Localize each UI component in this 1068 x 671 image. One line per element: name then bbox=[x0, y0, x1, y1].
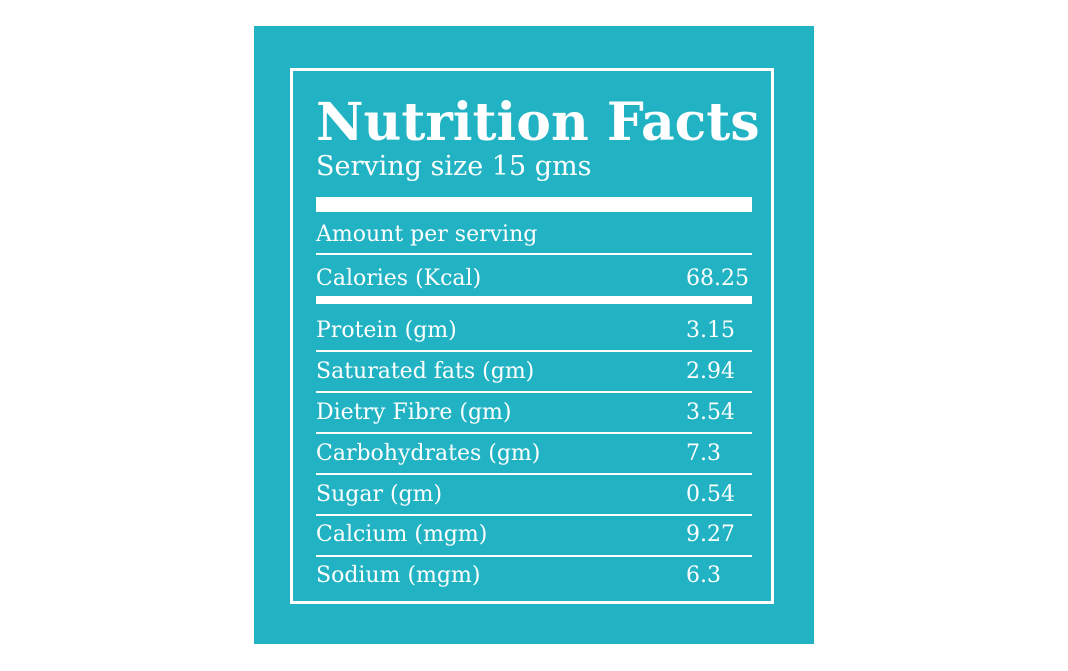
amount-per-serving-label: Amount per serving bbox=[316, 222, 538, 247]
divider bbox=[316, 514, 752, 516]
nutrient-label-protein: Protein (gm) bbox=[316, 318, 457, 343]
serving-size: Serving size 15 gms bbox=[316, 151, 592, 182]
nutrition-frame bbox=[290, 68, 774, 604]
nutrient-label-sodium: Sodium (mgm) bbox=[316, 563, 481, 588]
nutrient-label-carbohydrates: Carbohydrates (gm) bbox=[316, 441, 541, 466]
divider bbox=[316, 350, 752, 352]
nutrient-label-calcium: Calcium (mgm) bbox=[316, 522, 488, 547]
nutrient-value-sugar: 0.54 bbox=[686, 482, 735, 507]
nutrition-panel bbox=[254, 26, 814, 644]
divider bbox=[316, 432, 752, 434]
medium-divider bbox=[316, 296, 752, 304]
nutrient-value-protein: 3.15 bbox=[686, 318, 735, 343]
thick-divider bbox=[316, 197, 752, 212]
divider bbox=[316, 473, 752, 475]
calories-value: 68.25 bbox=[686, 266, 749, 291]
nutrient-value-dietry-fibre: 3.54 bbox=[686, 400, 735, 425]
nutrient-label-saturated-fats: Saturated fats (gm) bbox=[316, 359, 535, 384]
nutrient-value-saturated-fats: 2.94 bbox=[686, 359, 735, 384]
nutrient-value-carbohydrates: 7.3 bbox=[686, 441, 721, 466]
divider bbox=[316, 555, 752, 557]
nutrient-label-dietry-fibre: Dietry Fibre (gm) bbox=[316, 400, 512, 425]
nutrient-value-sodium: 6.3 bbox=[686, 563, 721, 588]
nutrition-title: Nutrition Facts bbox=[316, 92, 760, 153]
divider bbox=[316, 253, 752, 255]
calories-label: Calories (Kcal) bbox=[316, 266, 482, 291]
divider bbox=[316, 391, 752, 393]
nutrient-label-sugar: Sugar (gm) bbox=[316, 482, 443, 507]
nutrient-value-calcium: 9.27 bbox=[686, 522, 735, 547]
